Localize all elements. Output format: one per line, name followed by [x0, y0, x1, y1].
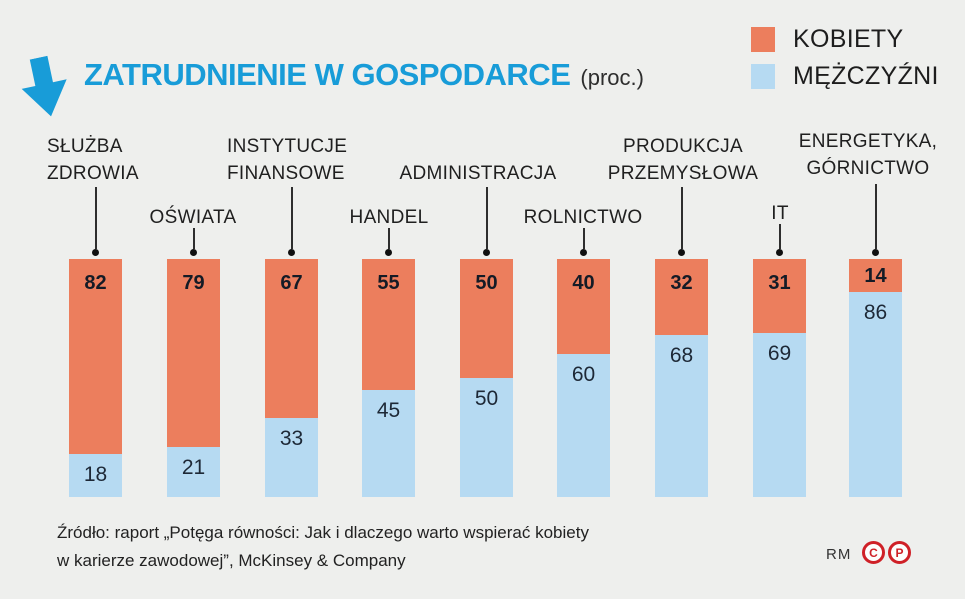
connector-dot — [678, 249, 685, 256]
bar-value-men: 18 — [83, 463, 108, 487]
page-title: ZATRUDNIENIE W GOSPODARCE — [84, 57, 571, 92]
bar-value-men: 33 — [279, 427, 304, 451]
connector-dot — [288, 249, 295, 256]
source-note: Źródło: raport „Potęga równości: Jak i d… — [57, 519, 589, 575]
bar-segment-women — [265, 259, 318, 419]
bar-segment-women — [849, 259, 902, 293]
bar-segment-women — [167, 259, 220, 448]
bar-value-women: 32 — [670, 272, 693, 294]
connector-line — [94, 187, 97, 249]
bar-segment-men — [849, 292, 902, 497]
connector-line — [582, 228, 585, 249]
bar-segment-men — [167, 447, 220, 497]
connector-line — [290, 187, 293, 249]
bar-segment-men — [69, 454, 122, 497]
bar-segment-women — [460, 259, 513, 378]
bar-segment-women — [753, 259, 806, 333]
bar-value-women: 14 — [864, 264, 887, 287]
category-label: HANDEL — [349, 207, 429, 228]
bar-value-women: 79 — [182, 272, 205, 294]
bar-value-men: 50 — [474, 387, 499, 410]
legend-item-men: MĘŻCZYŹNI — [751, 62, 939, 90]
category-label: SŁUŻBA ZDROWIA — [47, 136, 139, 184]
source-line-2: w karierze zawodowej”, McKinsey & Compan… — [57, 551, 406, 570]
bar-value-men: 69 — [767, 341, 792, 365]
connector-dot — [776, 249, 783, 256]
legend-label-women: KOBIETY — [793, 25, 904, 53]
bar-segment-women — [362, 259, 415, 390]
connector-line — [778, 224, 781, 249]
connector-line — [192, 228, 195, 249]
bar-value-men: 45 — [376, 398, 401, 422]
connector-dot — [385, 249, 392, 256]
bar-value-women: 31 — [768, 272, 791, 294]
connector-line — [387, 228, 390, 249]
bar-value-women: 67 — [280, 272, 303, 294]
bar-value-women: 50 — [475, 272, 498, 294]
category-label: PRODUKCJA PRZEMYSŁOWA — [607, 136, 759, 184]
bar-segment-men — [362, 389, 415, 497]
bar-value-men: 68 — [669, 344, 694, 368]
page-title-unit: (proc.) — [580, 65, 644, 90]
bar-segment-women — [69, 259, 122, 455]
bar-value-men: 86 — [863, 301, 888, 325]
connector-dot — [580, 249, 587, 256]
bar-value-women: 55 — [377, 272, 400, 294]
bar-segment-women — [557, 259, 610, 355]
connector-dot — [483, 249, 490, 256]
category-label: IT — [771, 203, 789, 224]
bar-value-women: 82 — [84, 272, 107, 294]
bar-segment-men — [265, 418, 318, 497]
bar-segment-men — [460, 378, 513, 497]
category-label: INSTYTUCJE FINANSOWE — [227, 136, 348, 184]
connector-dot — [92, 249, 99, 256]
source-line-1: Źródło: raport „Potęga równości: Jak i d… — [57, 523, 589, 542]
category-label: ENERGETYKA, GÓRNICTWO — [798, 131, 938, 179]
bar-value-men: 21 — [181, 456, 206, 480]
category-label: ROLNICTWO — [523, 207, 643, 228]
down-arrow-icon — [14, 52, 76, 123]
connector-line — [874, 184, 877, 249]
credit-mark: RM — [826, 546, 852, 563]
category-label: OŚWIATA — [149, 207, 237, 228]
circled-p-icon: P — [888, 541, 911, 564]
bar-value-women: 40 — [572, 272, 595, 294]
bar-segment-men — [753, 332, 806, 497]
connector-dot — [190, 249, 197, 256]
connector-dot — [872, 249, 879, 256]
legend-swatch-men — [751, 64, 775, 89]
legend-item-women: KOBIETY — [751, 25, 939, 53]
category-label: ADMINISTRACJA — [399, 163, 557, 184]
legend-swatch-women — [751, 27, 775, 52]
connector-line — [680, 187, 683, 249]
chart-legend: KOBIETY MĘŻCZYŹNI — [751, 25, 939, 101]
legend-label-men: MĘŻCZYŹNI — [793, 62, 939, 90]
circled-c-icon: C — [862, 541, 885, 564]
bar-value-men: 60 — [571, 363, 596, 387]
bar-segment-men — [655, 335, 708, 497]
bar-segment-men — [557, 354, 610, 497]
bar-segment-women — [655, 259, 708, 336]
connector-line — [485, 187, 488, 249]
page-header: ZATRUDNIENIE W GOSPODARCE (proc.) — [84, 57, 644, 93]
